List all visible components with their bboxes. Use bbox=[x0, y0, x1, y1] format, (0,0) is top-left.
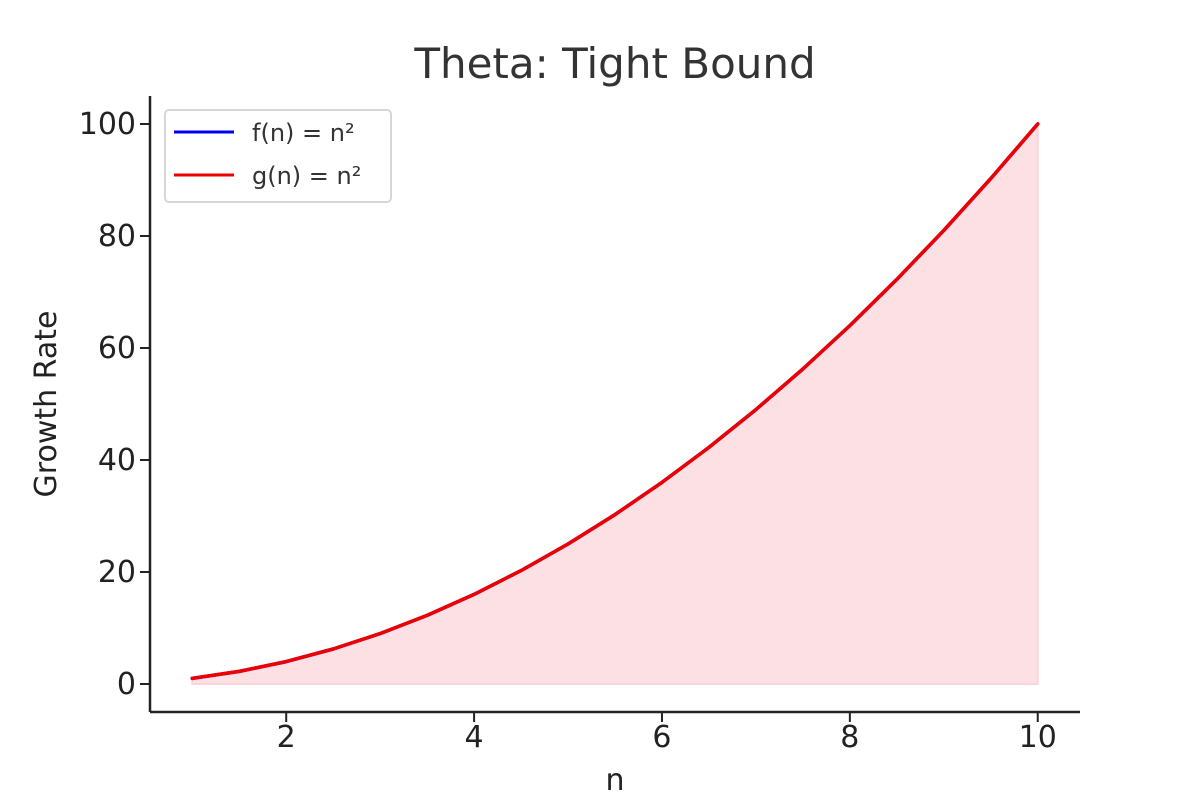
chart-title: Theta: Tight Bound bbox=[413, 39, 815, 88]
y-tick-label: 60 bbox=[98, 331, 136, 366]
x-tick-label: 6 bbox=[652, 720, 671, 755]
y-tick-label: 80 bbox=[98, 219, 136, 254]
y-tick-label: 40 bbox=[98, 443, 136, 478]
x-tick-label: 8 bbox=[840, 720, 859, 755]
y-axis-label: Growth Rate bbox=[29, 311, 64, 498]
fill-layer bbox=[191, 121, 1039, 685]
series-layer bbox=[190, 122, 1040, 681]
y-tick-label: 100 bbox=[79, 107, 136, 142]
x-tick-label: 4 bbox=[465, 720, 484, 755]
legend-label-f: f(n) = n² bbox=[252, 119, 355, 147]
y-tick-label: 20 bbox=[98, 555, 136, 590]
series-line-g bbox=[190, 122, 1040, 681]
x-tick-label: 2 bbox=[277, 720, 296, 755]
x-ticks: 2 4 6 8 10 bbox=[277, 712, 1057, 755]
y-tick-label: 0 bbox=[117, 667, 136, 702]
y-ticks: 0 20 40 60 80 100 bbox=[79, 107, 150, 702]
x-tick-label: 10 bbox=[1019, 720, 1057, 755]
legend: f(n) = n² g(n) = n² bbox=[164, 109, 392, 203]
legend-label-g: g(n) = n² bbox=[252, 162, 361, 190]
fill-area bbox=[191, 121, 1039, 685]
x-axis-label: n bbox=[605, 763, 624, 798]
